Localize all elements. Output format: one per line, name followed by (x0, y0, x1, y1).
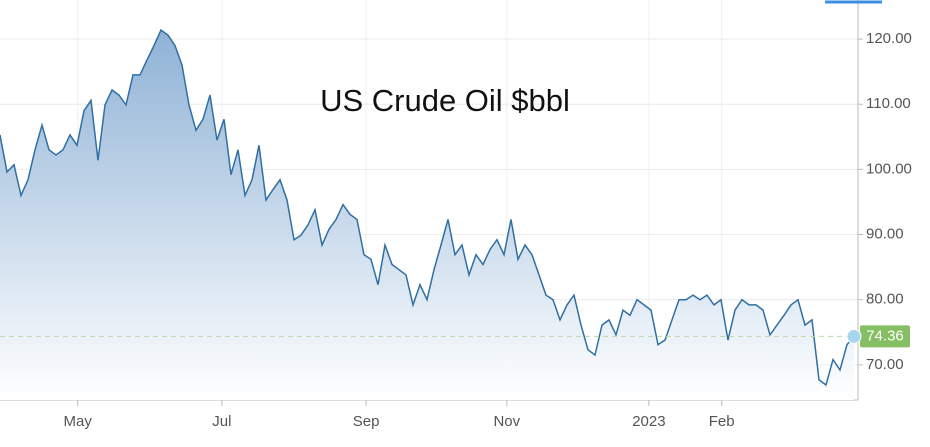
y-tick-label: 100.00 (866, 160, 912, 177)
y-tick-label: 70.00 (866, 356, 904, 373)
y-tick-label: 110.00 (866, 95, 911, 112)
line (0, 28, 855, 387)
y-tick-label: 90.00 (866, 225, 904, 242)
x-tick-label: Nov (493, 413, 520, 430)
x-tick-label: May (64, 413, 93, 430)
last-value-marker (846, 328, 862, 344)
x-tick-label: Feb (709, 413, 735, 430)
y-tick-label: 120.00 (866, 30, 912, 47)
x-tick-label: Jul (212, 413, 231, 430)
last-value-box (860, 325, 910, 348)
area (0, 30, 854, 400)
chart-title: US Crude Oil $bbl (320, 83, 570, 118)
y-tick-label: 80.00 (866, 291, 904, 308)
x-tick-label: 2023 (632, 413, 665, 430)
last-value-label: 74.36 (866, 327, 904, 344)
x-tick-label: Sep (353, 413, 380, 430)
